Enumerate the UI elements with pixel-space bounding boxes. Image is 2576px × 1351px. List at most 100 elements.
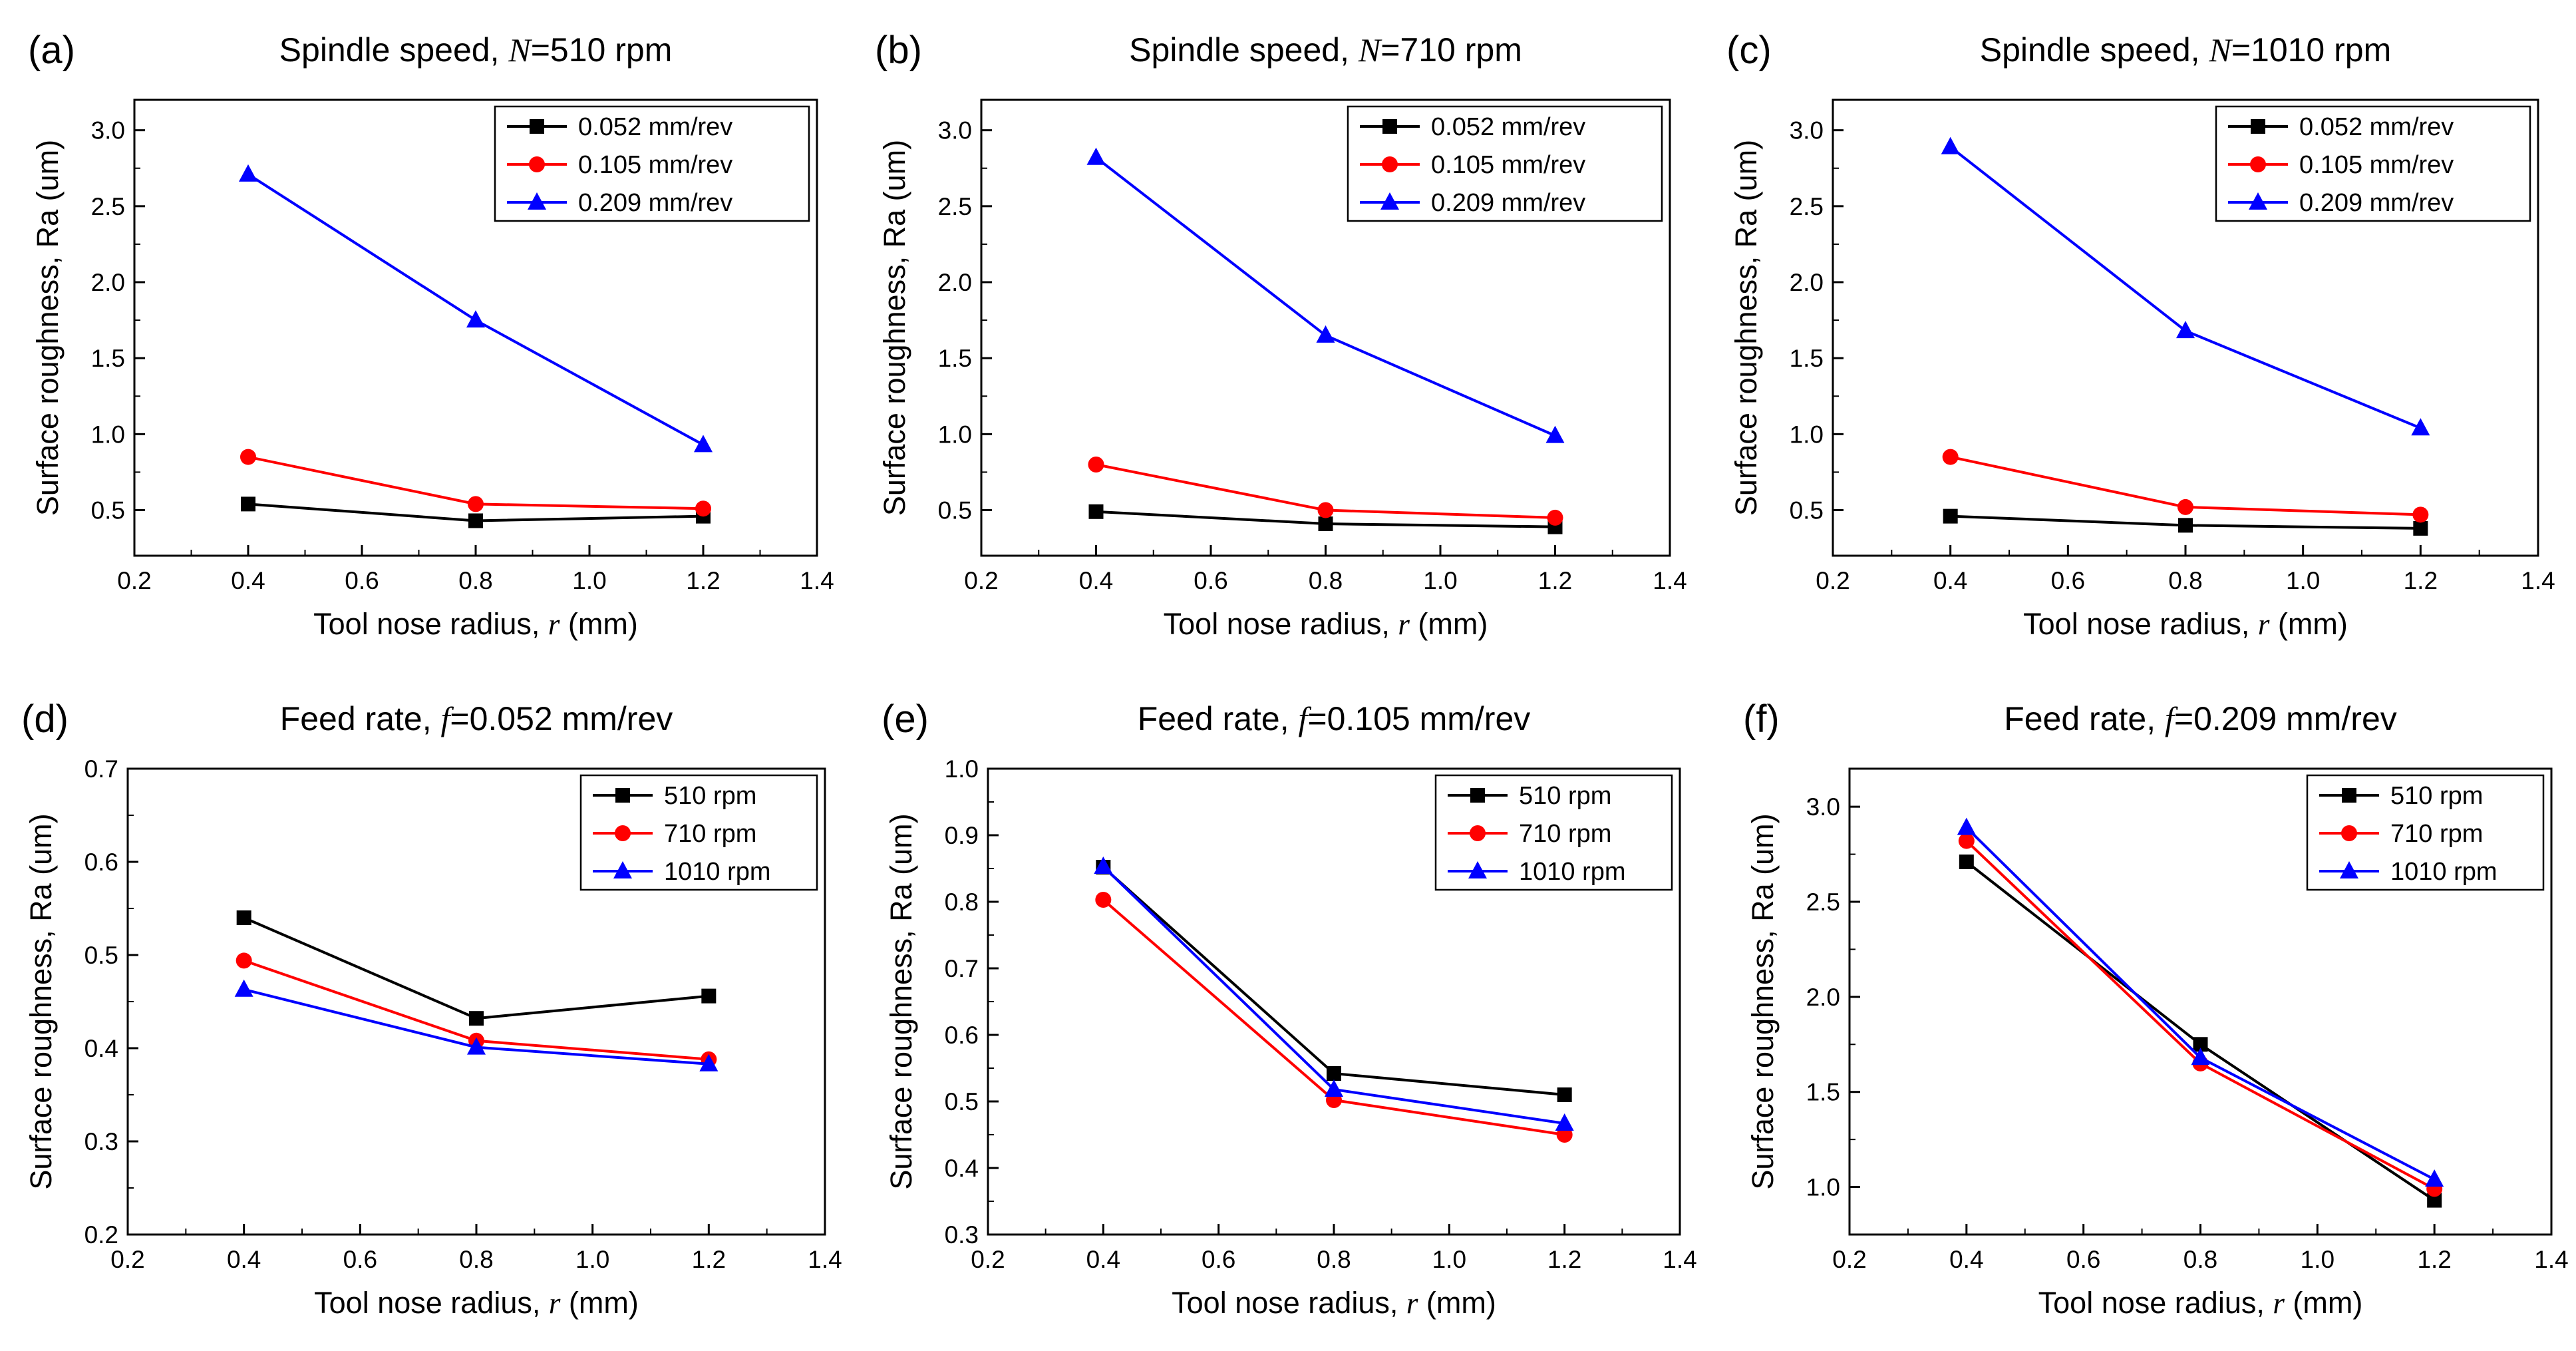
legend-entry: 710 rpm (664, 820, 756, 848)
data-point (1941, 136, 1960, 154)
x-tick-label: 1.2 (1547, 1246, 1581, 1273)
panel-c: 0.2 0.4 0.6 0.8 1.0 1.2 1.4 0.5 1.0 1.5 2.0 2.5 3.0 T… (1726, 29, 2555, 641)
y-tick-label: 1.5 (938, 345, 972, 372)
series-2 (240, 449, 711, 517)
legend-entry: 0.105 mm/rev (578, 151, 732, 179)
y-tick-label: 2.0 (91, 269, 125, 296)
data-point (2177, 498, 2193, 515)
data-point (236, 910, 251, 925)
data-point (1957, 817, 1976, 835)
x-tick-label: 1.2 (686, 567, 720, 594)
series-3 (1941, 136, 2430, 436)
y-tick-label: 2.5 (91, 193, 125, 220)
y-tick-label: 0.6 (84, 849, 118, 876)
data-point (1942, 449, 1959, 465)
y-tick-label: 0.7 (84, 755, 118, 783)
data-point (468, 513, 483, 528)
y-tick-label: 2.0 (938, 269, 972, 296)
y-tick-label: 0.5 (84, 942, 118, 969)
y-tick-label: 1.5 (1790, 345, 1824, 372)
legend: 0.052 mm/rev 0.105 mm/rev 0.209 mm/rev (494, 105, 810, 222)
panel-a: 0.2 0.4 0.6 0.8 1.0 1.2 1.4 0.5 1.0 1.5 2.0 2.5 3.0 T… (28, 29, 834, 641)
y-tick-label: 3.0 (1806, 793, 1840, 821)
x-tick-label: 0.8 (2183, 1246, 2217, 1273)
series-1 (1096, 860, 1572, 1102)
legend: 510 rpm 710 rpm 1010 rpm (1434, 774, 1673, 891)
x-tick-label: 0.2 (964, 567, 998, 594)
x-tick-label: 1.4 (2521, 567, 2555, 594)
y-tick-label: 0.4 (945, 1155, 979, 1182)
legend-marker (528, 192, 546, 210)
series-3 (1094, 857, 1574, 1131)
data-point (694, 435, 713, 453)
chart-title: Feed rate, f=0.209 mm/rev (2004, 700, 2397, 737)
data-point (1327, 1066, 1341, 1081)
y-tick-label: 0.7 (945, 955, 979, 982)
x-tick-label: 0.6 (343, 1246, 377, 1273)
panel-label: (b) (875, 29, 922, 72)
y-axis: 0.3 0.4 0.5 0.6 0.7 0.8 0.9 1.0 (945, 755, 999, 1249)
data-point (2178, 518, 2193, 533)
x-tick-label: 1.2 (2404, 567, 2438, 594)
legend-marker (1382, 119, 1397, 134)
y-tick-label: 2.0 (1806, 984, 1840, 1011)
x-tick-label: 0.2 (1832, 1246, 1866, 1273)
x-tick-label: 1.4 (1663, 1246, 1696, 1273)
legend-marker (2251, 119, 2265, 134)
y-tick-label: 0.9 (945, 822, 979, 849)
x-tick-label: 0.2 (110, 1246, 144, 1273)
data-point (468, 496, 484, 512)
data-point (1325, 1079, 1343, 1097)
data-point (241, 496, 255, 512)
legend-entry: 710 rpm (1519, 820, 1611, 848)
x-tick-label: 1.0 (2301, 1246, 2334, 1273)
data-point (1959, 855, 1974, 869)
series-2 (1088, 457, 1563, 526)
x-tick-label: 0.4 (1933, 567, 1967, 594)
data-point (1958, 833, 1975, 849)
x-axis: 0.2 0.4 0.6 0.8 1.0 1.2 1.4 (117, 545, 834, 594)
legend-entry: 0.209 mm/rev (1431, 189, 1585, 217)
data-point (1095, 892, 1112, 908)
legend-marker (615, 825, 631, 841)
x-tick-label: 1.2 (692, 1246, 726, 1273)
series-3 (1957, 817, 2444, 1187)
x-tick-label: 0.2 (971, 1246, 1005, 1273)
chart-title: Spindle speed, N=1010 rpm (1980, 31, 2392, 69)
x-axis-label: Tool nose radius, r (mm) (313, 607, 638, 641)
series-line (1965, 840, 2436, 1191)
x-tick-label: 0.6 (1194, 567, 1227, 594)
data-point (695, 500, 711, 517)
legend-marker (2340, 861, 2358, 878)
series-1 (1943, 508, 2428, 536)
x-axis-label: Tool nose radius, r (mm) (2038, 1286, 2363, 1320)
x-tick-label: 1.0 (1423, 567, 1457, 594)
data-point (1557, 1087, 1572, 1102)
data-point (1086, 147, 1106, 165)
legend-entry: 510 rpm (664, 782, 756, 810)
legend-marker (1468, 861, 1487, 878)
series-3 (234, 979, 719, 1071)
x-axis: 0.2 0.4 0.6 0.8 1.0 1.2 1.4 (1832, 1224, 2569, 1273)
legend-marker (615, 788, 630, 803)
legend-marker (1470, 788, 1485, 803)
legend-marker (2249, 192, 2267, 210)
x-tick-label: 1.0 (572, 567, 606, 594)
y-tick-label: 0.5 (91, 497, 125, 524)
y-tick-label: 1.0 (1790, 421, 1824, 448)
data-point (2176, 321, 2195, 339)
x-tick-label: 1.0 (2286, 567, 2320, 594)
legend-marker (613, 861, 632, 878)
y-tick-label: 1.0 (945, 755, 979, 783)
data-point (1088, 504, 1104, 519)
x-axis: 0.2 0.4 0.6 0.8 1.0 1.2 1.4 (964, 545, 1687, 594)
x-tick-label: 0.8 (1309, 567, 1343, 594)
data-point (2412, 506, 2429, 523)
x-tick-label: 0.8 (458, 567, 492, 594)
chart-title: Spindle speed, N=510 rpm (279, 31, 673, 69)
y-tick-label: 0.3 (945, 1221, 979, 1249)
y-tick-label: 0.5 (945, 1088, 979, 1115)
legend-marker (1380, 192, 1399, 210)
x-tick-label: 0.6 (345, 567, 379, 594)
panel-label: (a) (28, 29, 75, 72)
